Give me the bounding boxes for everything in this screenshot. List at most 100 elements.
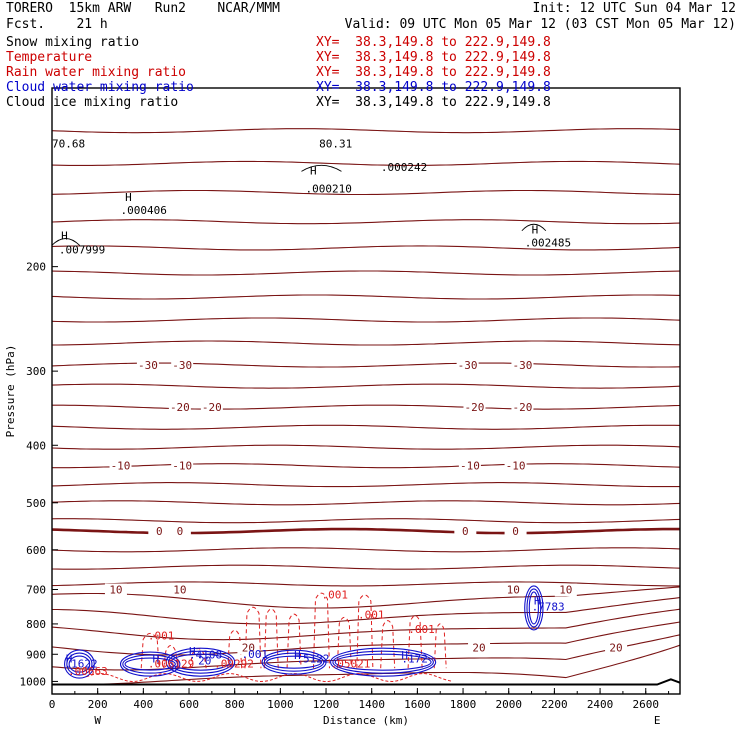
isotherm-line <box>51 608 681 641</box>
isotherm-line <box>51 189 681 196</box>
isotherm-line <box>51 424 681 430</box>
cloud-water-contour <box>334 653 432 671</box>
snow-label: .000210 <box>305 182 351 195</box>
isotherm-line <box>51 160 681 166</box>
x-axis-label: Distance (km) <box>323 714 409 727</box>
y-tick-label: 800 <box>26 618 46 631</box>
temperature-label: 0 <box>512 525 519 538</box>
y-axis-label: Pressure (hPa) <box>4 345 17 438</box>
temperature-label: 20 <box>609 642 622 655</box>
temperature-label: -30 <box>138 359 158 372</box>
temp-label-bg <box>458 459 481 473</box>
x-tick-label: 2600 <box>632 698 659 711</box>
field-xy-range: XY= 38.3,149.8 to 222.9,149.8 <box>316 95 551 110</box>
isotherm-line <box>52 404 681 410</box>
cloud-water-label: .1622 <box>65 657 98 670</box>
cloud-water-contour <box>332 650 434 674</box>
x-tick-label: 1800 <box>450 698 477 711</box>
plot-frame <box>51 87 681 695</box>
rain-plume <box>286 613 302 669</box>
isotherm-line <box>52 463 681 469</box>
cloud-water-contour <box>165 647 236 677</box>
cloud-water-contour <box>122 654 179 674</box>
cloud-water-contour <box>119 651 181 677</box>
temperature-label: -30 <box>172 359 192 372</box>
isotherm-line <box>51 219 681 225</box>
rain-plume <box>244 606 262 669</box>
x-tick-label: 200 <box>88 698 108 711</box>
cloud-water-label: 20 <box>198 655 211 668</box>
temperature-label: -10 <box>172 460 192 473</box>
snow-contour <box>301 164 342 172</box>
field-name: Snow mixing ratio <box>6 35 140 50</box>
rain-label: .09292 <box>214 657 254 670</box>
field-name: Cloud water mixing ratio <box>6 80 194 95</box>
temperature-label: -30 <box>458 359 478 372</box>
cloud-water-contour <box>526 588 542 628</box>
snow-label: 80.31 <box>319 138 352 151</box>
x-tick-label: 600 <box>179 698 199 711</box>
snow-label: H <box>61 229 68 242</box>
cloud-water-contour <box>330 647 437 677</box>
terrain-line <box>52 678 681 686</box>
temp-label-bg <box>168 401 191 415</box>
rain-label: .001 <box>321 589 348 602</box>
temp-label-bg <box>463 401 486 415</box>
temp-label-bg <box>468 641 491 655</box>
temp-label-bg <box>456 359 479 373</box>
rain-label: .006129 <box>148 657 194 670</box>
isotherm-line <box>51 317 681 323</box>
y-tick-label: 900 <box>26 648 46 661</box>
contour-labels: -30 -30 -30 -30 -20 -20 -20 -20 -10 -10 -10 -10 0 0 0 0… <box>52 138 628 678</box>
isotherm-line <box>51 586 681 609</box>
temperature-label: -10 <box>111 460 131 473</box>
isotherm-line <box>51 128 681 134</box>
field-name: Cloud ice mixing ratio <box>6 95 179 110</box>
temp-label-bg <box>168 583 191 597</box>
x-tick-label: 2400 <box>587 698 614 711</box>
snow-contours <box>51 164 547 246</box>
temp-label-bg <box>554 583 577 597</box>
isotherm-line <box>51 245 681 251</box>
snow-contour <box>521 223 547 232</box>
temperature-label: 20 <box>472 642 485 655</box>
field-xy-range: XY= 38.3,149.8 to 222.9,149.8 <box>316 80 551 95</box>
rain-label: .001 <box>148 630 175 643</box>
field-name: Temperature <box>6 50 93 65</box>
cloud-water-label: .001 <box>242 648 268 661</box>
temperature-label: -10 <box>506 460 526 473</box>
rain-label: .05021 <box>331 657 371 670</box>
rain-plume <box>356 594 374 669</box>
forecast-hour: Fcst. 21 h <box>6 17 108 32</box>
isotherm-line <box>52 340 681 346</box>
snow-label: H <box>532 224 539 237</box>
cloud-water-contour <box>64 649 95 679</box>
cloud-water-label: H <box>534 595 541 608</box>
temp-label-bg <box>171 359 194 373</box>
rain-plume <box>336 616 352 669</box>
isotherm-line <box>51 270 681 276</box>
field-xy-range: XY= 38.3,149.8 to 222.9,149.8 <box>316 65 551 80</box>
cloud-water-label: H <box>189 645 196 658</box>
x-tick-label: 1000 <box>267 698 294 711</box>
cloud-water-contour <box>170 653 231 671</box>
temp-label-bg <box>511 401 534 415</box>
cloud-water-contour <box>524 585 544 631</box>
x-tick-label: 2200 <box>541 698 568 711</box>
temperature-label: 10 <box>109 584 122 597</box>
x-tick-label: 1600 <box>404 698 431 711</box>
snow-label: .000242 <box>381 161 427 174</box>
temp-label-bg <box>171 459 194 473</box>
isotherm-line <box>51 444 681 450</box>
isotherm-line <box>51 294 681 300</box>
temp-label-bg <box>504 525 527 539</box>
x-tick-label: 1200 <box>313 698 340 711</box>
cloud-water-label: .4108 <box>189 649 222 662</box>
isotherm-line <box>51 621 681 656</box>
snow-label: .000406 <box>121 204 167 217</box>
field-xy-range: XY= 38.3,149.8 to 222.9,149.8 <box>316 50 551 65</box>
cloud-water-label: H <box>152 653 159 666</box>
isotherm-line <box>51 644 681 686</box>
cloud-water-label: H <box>66 653 73 666</box>
east-label: E <box>654 714 661 727</box>
